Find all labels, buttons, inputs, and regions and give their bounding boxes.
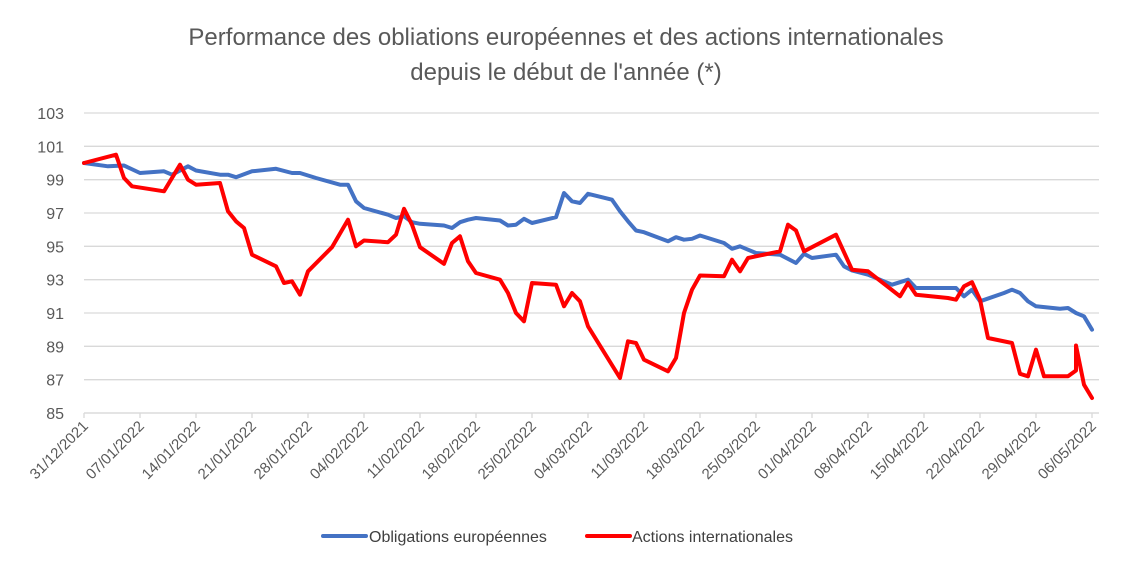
x-tick-label: 25/02/2022 xyxy=(475,418,540,483)
x-tick-label: 15/04/2022 xyxy=(867,418,932,483)
y-tick-label: 103 xyxy=(37,106,64,123)
gridlines xyxy=(84,112,1099,414)
legend: Obligations européennes Actions internat… xyxy=(321,529,793,546)
x-tick-label: 22/04/2022 xyxy=(923,418,988,483)
x-tick-label: 31/12/2021 xyxy=(27,418,92,483)
y-tick-label: 93 xyxy=(46,273,64,290)
x-tick-label: 07/01/2022 xyxy=(83,418,148,483)
x-tick-label: 11/02/2022 xyxy=(364,418,428,482)
y-tick-label: 99 xyxy=(46,173,64,190)
chart-title-line-1: Performance des obliations européennes e… xyxy=(188,24,943,51)
x-tick-label: 11/03/2022 xyxy=(588,418,652,482)
x-tick-label: 04/02/2022 xyxy=(307,418,372,483)
x-tick-label: 18/02/2022 xyxy=(419,418,484,483)
x-tick-label: 21/01/2022 xyxy=(195,418,260,483)
x-tick-label: 18/03/2022 xyxy=(643,418,708,483)
x-tick-label: 14/01/2022 xyxy=(139,418,204,483)
x-tick-label: 28/01/2022 xyxy=(251,418,316,483)
y-tick-label: 87 xyxy=(46,373,64,390)
y-tick-label: 95 xyxy=(46,239,64,256)
x-tick-label: 01/04/2022 xyxy=(755,418,820,483)
y-tick-label: 85 xyxy=(46,406,64,423)
series-lines xyxy=(82,152,1094,400)
y-axis: 85 87 89 91 93 95 97 99 101 103 xyxy=(37,106,64,423)
x-tick-label: 08/04/2022 xyxy=(811,418,876,483)
series-line-actions xyxy=(82,152,1094,400)
y-tick-label: 101 xyxy=(37,139,64,156)
x-tick-label: 29/04/2022 xyxy=(979,418,1044,483)
y-tick-label: 91 xyxy=(46,306,64,323)
x-tick-label: 06/05/2022 xyxy=(1035,418,1100,483)
x-tick-label: 04/03/2022 xyxy=(531,418,596,483)
legend-label-obligations: Obligations européennes xyxy=(369,529,547,546)
y-tick-label: 89 xyxy=(46,339,64,356)
y-tick-label: 97 xyxy=(46,206,64,223)
legend-label-actions: Actions internationales xyxy=(632,529,793,546)
series-line-obligations xyxy=(82,161,1094,332)
x-tick-label: 25/03/2022 xyxy=(699,418,764,483)
x-axis: 31/12/202107/01/202214/01/202221/01/2022… xyxy=(27,412,1100,483)
chart-title-line-2: depuis le début de l'année (*) xyxy=(410,59,721,86)
